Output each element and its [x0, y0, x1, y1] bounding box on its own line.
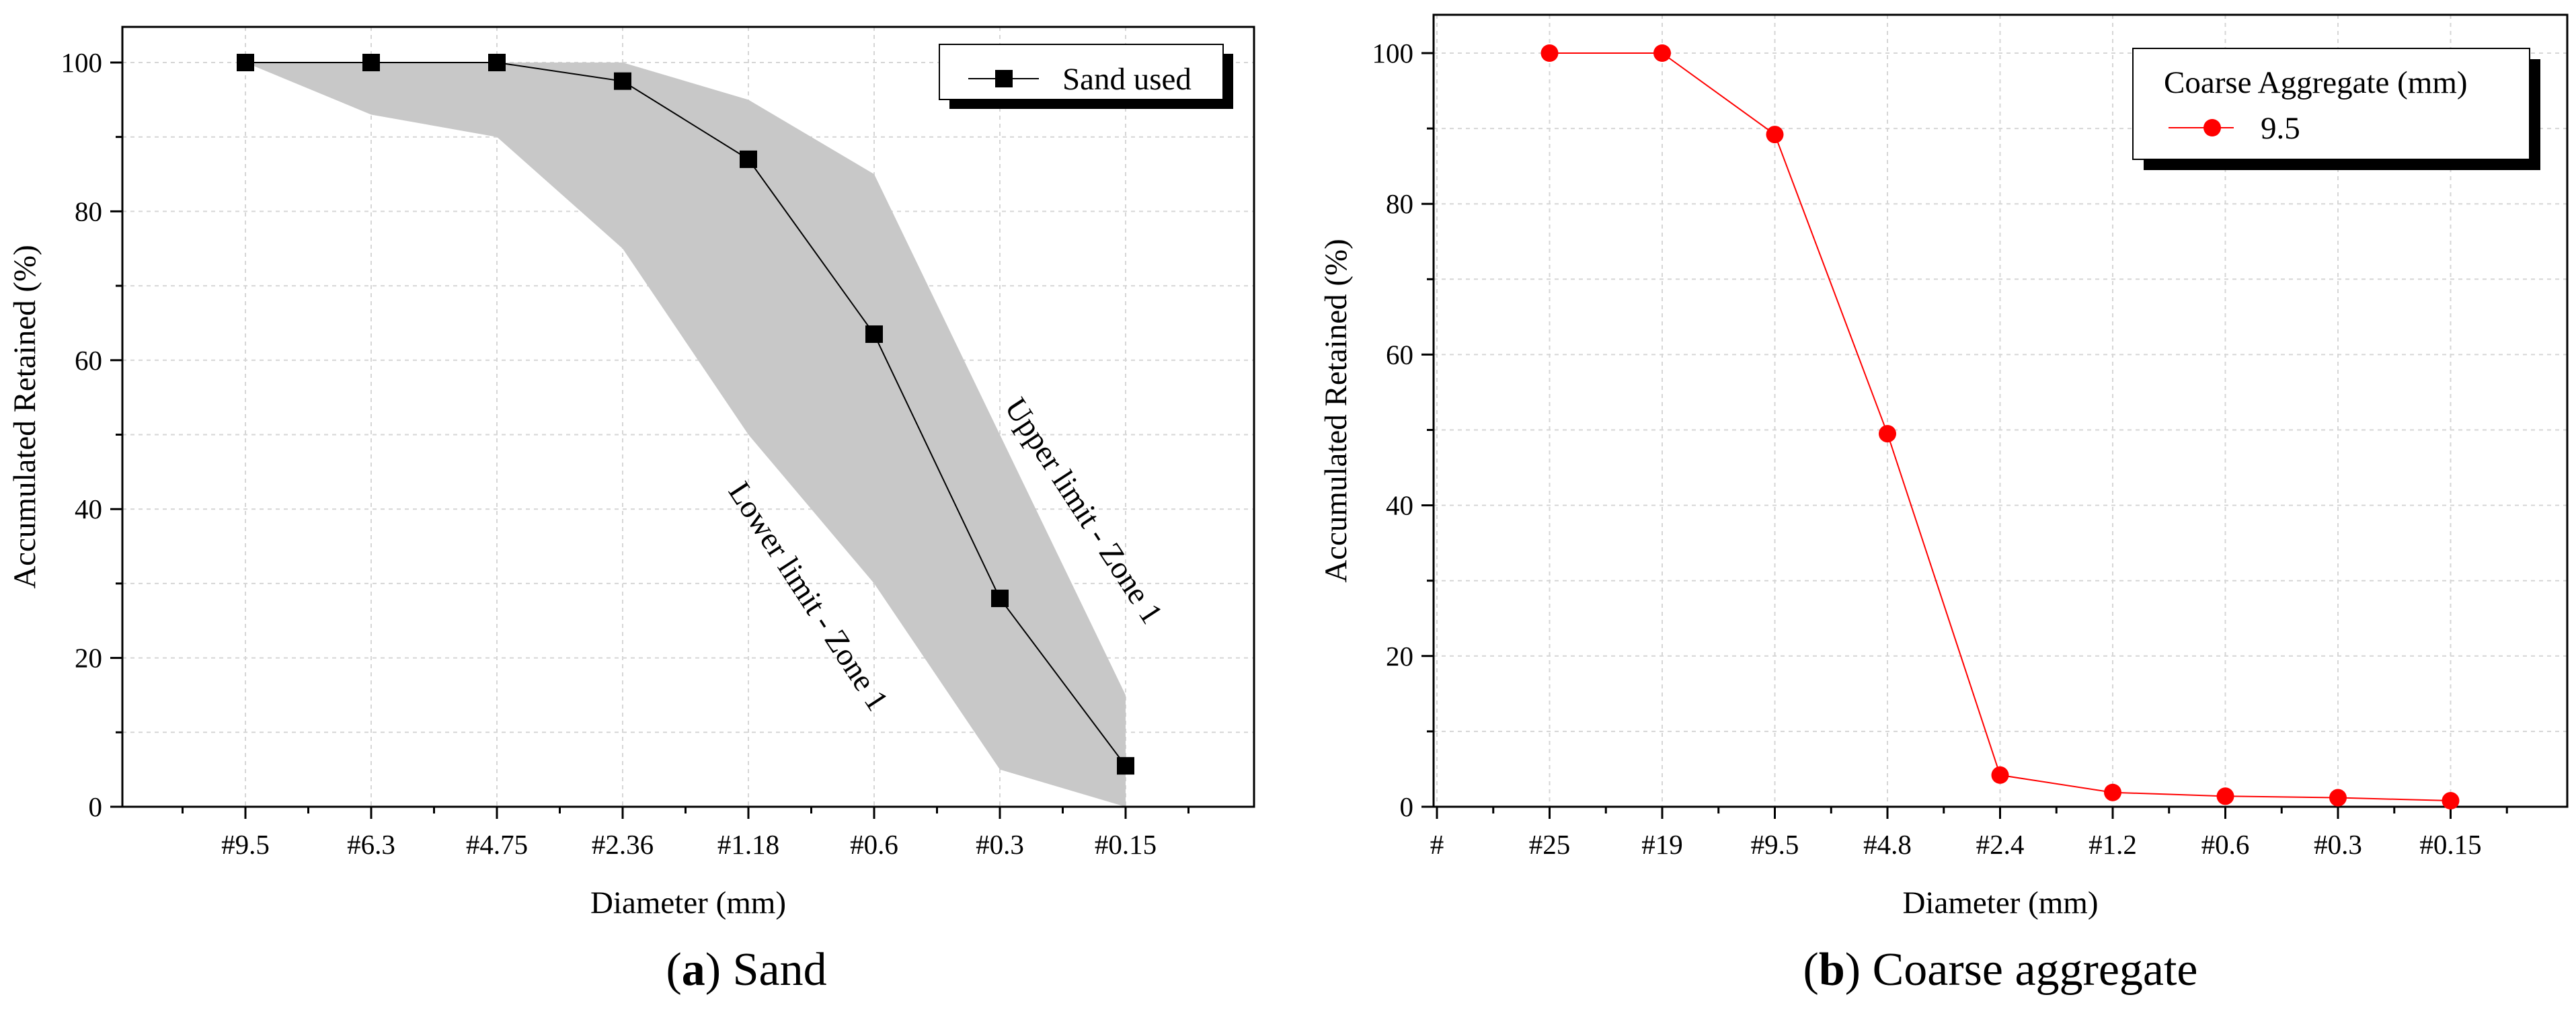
data-point: [2329, 789, 2347, 807]
x-tick-label: #0.6: [2201, 829, 2250, 860]
y-tick-label: 80: [75, 196, 102, 227]
y-axis-label: Accumulated Retained (%): [1319, 239, 1354, 583]
series-line: [245, 62, 1126, 766]
x-tick-label: #0.15: [2419, 829, 2481, 860]
y-tick-label: 100: [61, 47, 103, 78]
legend-marker: [2203, 119, 2221, 136]
y-axis: 0 20 40 60 80 100: [1372, 38, 1434, 822]
x-tick-label: #4.75: [466, 829, 528, 860]
caption-text: Coarse aggregate: [1861, 944, 2197, 996]
x-tick-label: #1.2: [2089, 829, 2137, 860]
series-0: [237, 54, 1134, 775]
y-tick-label: 60: [75, 345, 102, 376]
legend-title: Coarse Aggregate (mm): [2164, 65, 2468, 100]
data-point: [614, 72, 631, 90]
x-axis: #9.5 #6.3 #4.75 #2.36 #1.18 #0.6 #0.3 #0.15: [182, 807, 1189, 860]
y-tick-label: 20: [75, 643, 102, 674]
x-axis-label: Diameter (mm): [1902, 885, 2098, 920]
data-point: [1991, 766, 2009, 784]
data-point: [2216, 787, 2234, 805]
data-point: [237, 54, 254, 71]
legend-entry-label: Sand used: [1062, 62, 1192, 97]
caption-letter: b: [1819, 944, 1845, 996]
data-point: [362, 54, 380, 71]
caption-letter: a: [682, 944, 705, 996]
caption-paren-close: ): [705, 944, 721, 996]
data-point: [740, 150, 757, 168]
x-tick-label: #: [1430, 829, 1444, 860]
y-axis: 0 20 40 60 80 100: [61, 47, 122, 822]
data-point: [488, 54, 506, 71]
series-0: [1540, 44, 2460, 810]
x-tick-label: #2.36: [592, 829, 654, 860]
plot-frame: [121, 26, 1255, 808]
x-axis: # #25 #19 #9.5 #4.8 #2.4 #1.2 #0.6 #0.3 #0.15: [1430, 807, 2508, 860]
caption-text: Sand: [721, 944, 827, 996]
data-point: [1879, 425, 1896, 443]
y-axis-label: Accumulated Retained (%): [7, 245, 42, 589]
x-tick-label: #9.5: [221, 829, 270, 860]
x-tick-label: #25: [1529, 829, 1571, 860]
x-tick-label: #0.6: [850, 829, 898, 860]
y-tick-label: 100: [1372, 38, 1414, 69]
y-tick-label: 60: [1386, 339, 1413, 370]
x-tick-label: #1.18: [717, 829, 779, 860]
y-tick-label: 0: [1400, 791, 1414, 822]
y-tick-label: 40: [1386, 490, 1413, 521]
x-tick-label: #2.4: [1976, 829, 2025, 860]
caption-paren-open: (: [666, 944, 681, 996]
x-tick-label: #0.3: [2314, 829, 2362, 860]
x-tick-label: #0.15: [1095, 829, 1157, 860]
legend-box: [939, 44, 1224, 100]
legend-marker: [995, 70, 1013, 87]
data-point: [865, 325, 883, 344]
data-point: [1540, 44, 1559, 62]
caption-paren-close: ): [1845, 944, 1861, 996]
data-point: [1117, 757, 1134, 775]
x-tick-label: #6.3: [347, 829, 395, 860]
x-tick-label: #9.5: [1751, 829, 1799, 860]
data-point: [2442, 792, 2460, 810]
limit-band: [245, 63, 1126, 807]
caption-paren-open: (: [1803, 944, 1819, 996]
legend: Coarse Aggregate (mm) 9.5: [2132, 48, 2540, 170]
data-point: [991, 590, 1009, 608]
figure-caption: (b) Coarse aggregate: [1803, 944, 2198, 996]
data-point: [2104, 783, 2121, 801]
data-point: [1766, 126, 1784, 144]
figure-caption: (a) Sand: [666, 944, 826, 996]
y-tick-label: 40: [75, 493, 102, 524]
x-tick-label: #0.3: [976, 829, 1024, 860]
data-point: [1653, 44, 1671, 62]
x-axis-label: Diameter (mm): [590, 885, 786, 920]
y-tick-label: 20: [1386, 641, 1413, 672]
x-tick-label: #19: [1641, 829, 1683, 860]
legend-box: [2132, 48, 2530, 160]
legend: Sand used: [939, 44, 1233, 109]
y-tick-label: 0: [89, 791, 103, 822]
y-tick-label: 80: [1386, 188, 1413, 219]
x-tick-label: #4.8: [1863, 829, 1912, 860]
legend-entry-label: 9.5: [2261, 111, 2300, 146]
